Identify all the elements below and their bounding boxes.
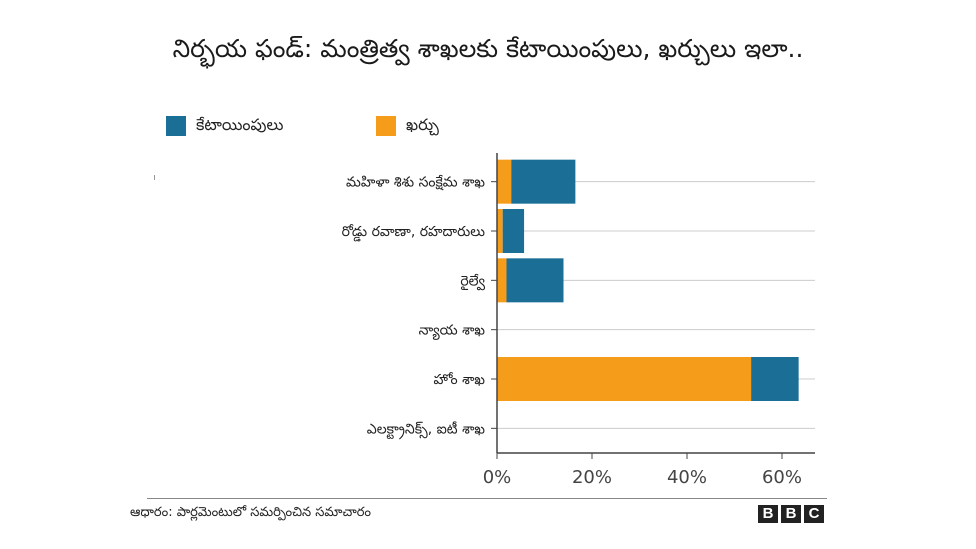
legend-label-spending: ఖర్చు — [406, 115, 439, 134]
bar-segment — [497, 258, 507, 303]
bar-segment — [506, 258, 564, 303]
legend-swatch-allocations — [166, 116, 186, 136]
bar-segment — [751, 357, 799, 401]
legend-label-allocations: కేటాయింపులు — [196, 115, 284, 134]
bbc-logo-letter: B — [758, 505, 778, 523]
category-label: మహిళా శిశు సంక్షేమ శాఖ — [346, 175, 485, 191]
category-label: ఎలక్ట్రానిక్స్, ఐటీ శాఖ — [367, 420, 486, 440]
source-note: ఆధారం: పార్లమెంటులో సమర్పించిన సమాచారం — [130, 505, 372, 520]
x-tick-label: 0% — [483, 467, 512, 488]
category-label: హోం శాఖ — [434, 372, 486, 388]
stray-tick-mark — [154, 175, 155, 180]
bar-segment — [497, 357, 752, 401]
bbc-logo-letter: B — [781, 505, 801, 523]
legend-swatch-spending — [376, 116, 396, 136]
x-tick-label: 60% — [762, 467, 802, 488]
category-label: న్యాయ శాఖ — [419, 323, 486, 341]
bar-segment — [497, 209, 503, 253]
category-label: రోడ్డు రవాణా, రహదారులు — [342, 224, 486, 242]
bar-segment — [497, 159, 512, 204]
bbc-logo: B B C — [758, 505, 824, 523]
x-tick-label: 20% — [572, 467, 612, 488]
x-tick-label: 40% — [667, 467, 707, 488]
chart-title: నిర్భయ ఫండ్: మంత్రిత్వ శాఖలకు కేటాయింపుల… — [172, 34, 804, 63]
category-label: రైల్వే — [460, 273, 485, 290]
bbc-logo-letter: C — [804, 505, 824, 523]
bar-segment — [511, 159, 576, 204]
bar-segment — [502, 209, 525, 253]
footer-divider — [147, 498, 827, 499]
